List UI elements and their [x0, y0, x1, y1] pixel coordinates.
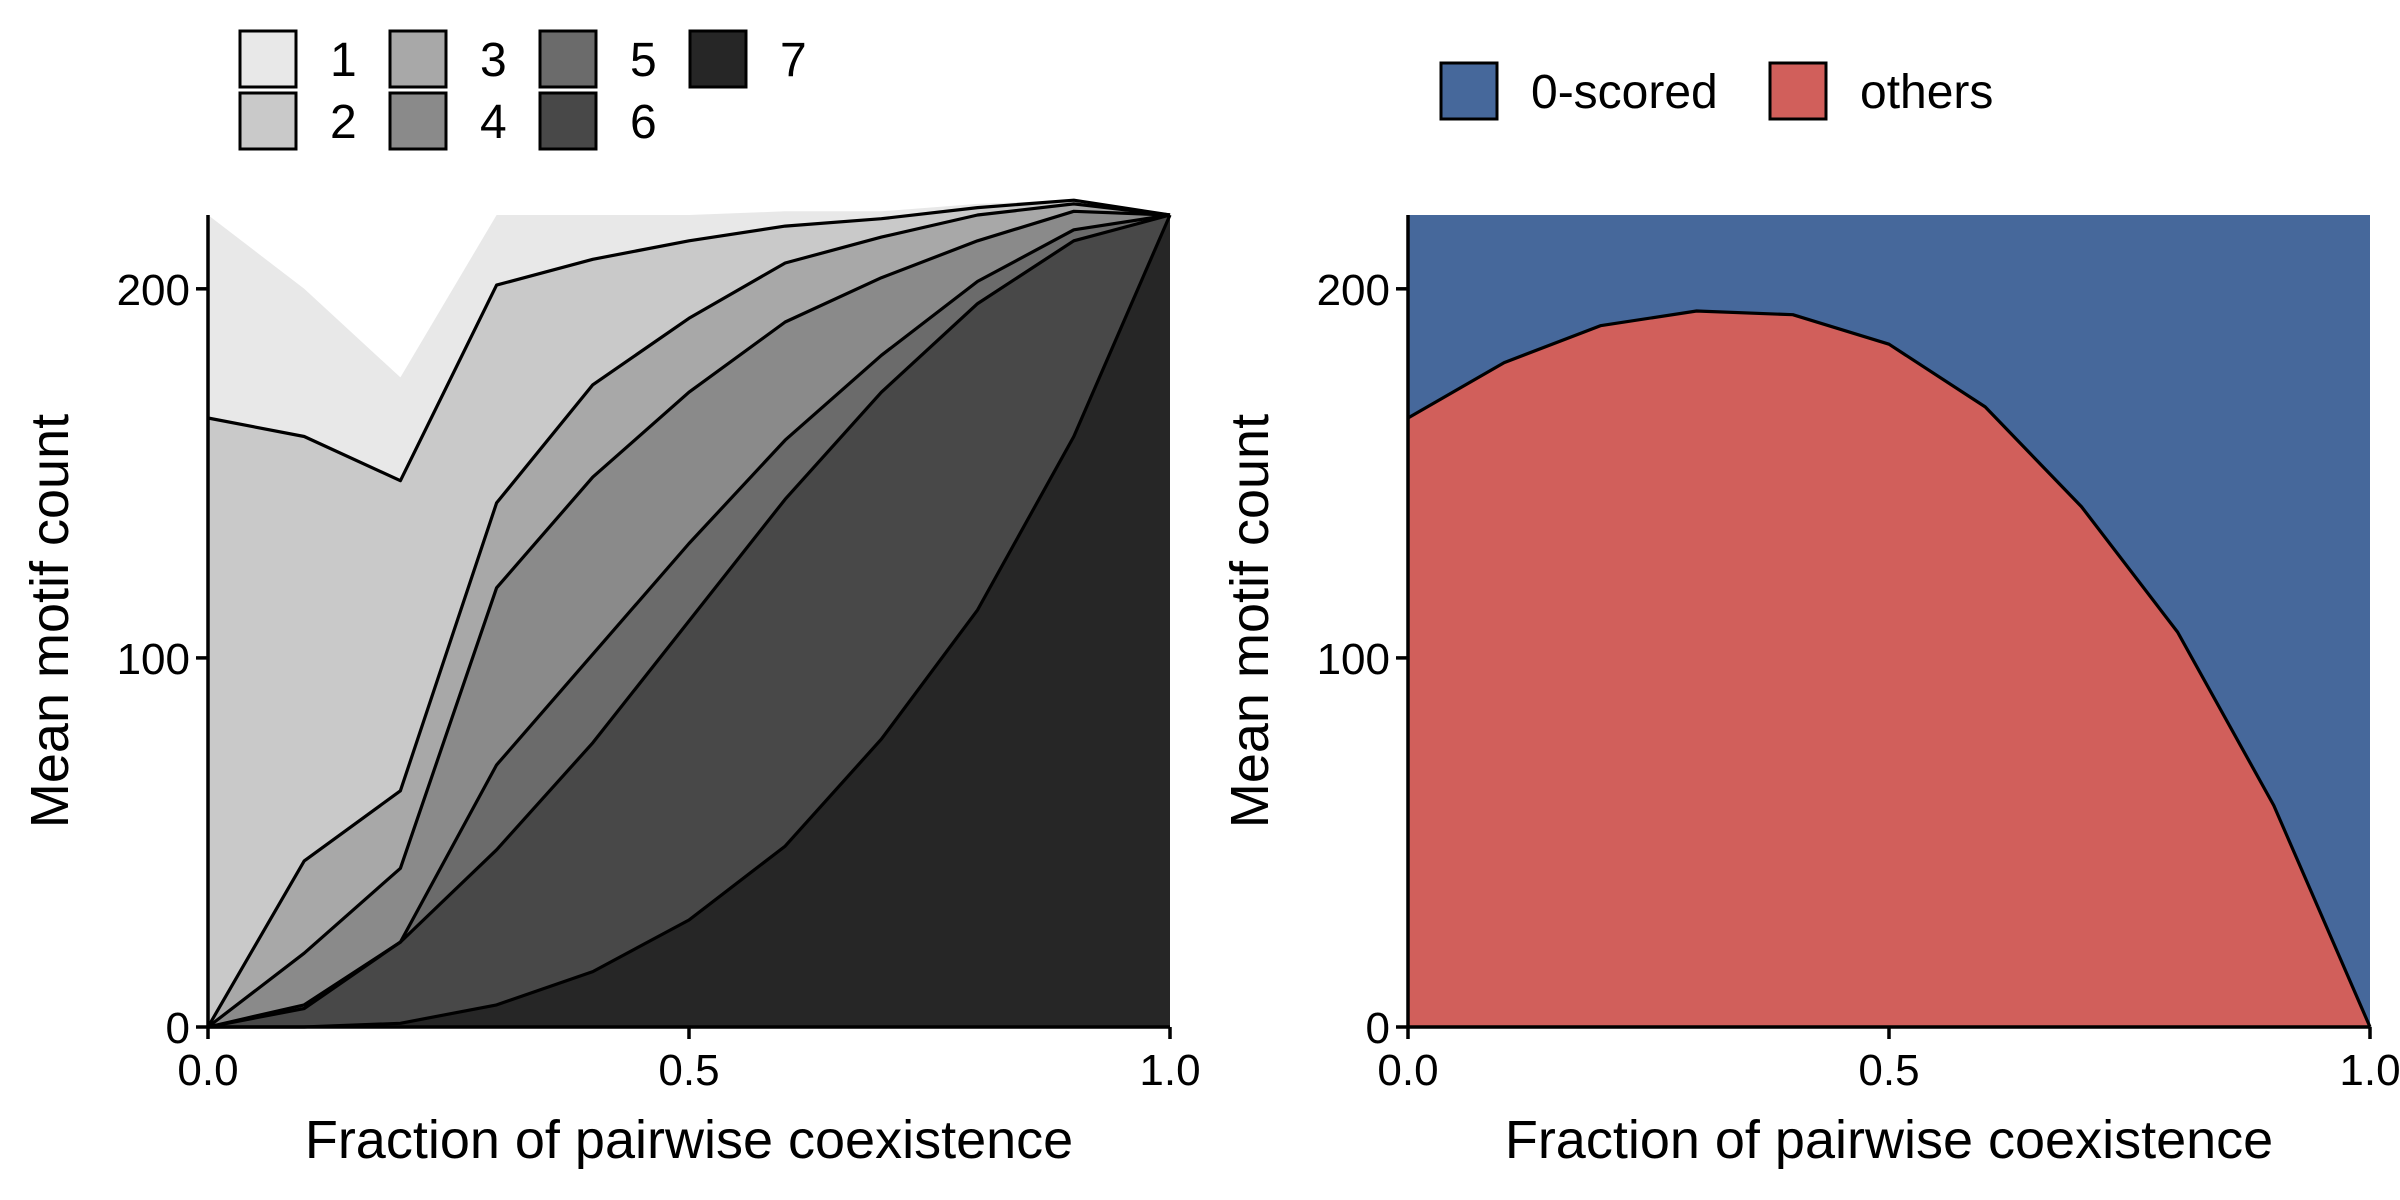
x-tick-label: 1.0 — [2339, 1046, 2400, 1095]
series-boundary-line-2 — [207, 198, 1171, 483]
motif-size-stacked-area-plot — [196, 198, 1172, 1039]
zero-scored-panel: 0-scored others 0.0 0.5 1.0 Fraction of p… — [1220, 61, 2400, 1170]
legend-swatch-4 — [388, 91, 448, 151]
motif-size-legend: 1 2 3 4 5 6 7 — [238, 29, 807, 151]
area-series-2 — [208, 200, 1170, 1027]
x-axis-right: 0.0 0.5 1.0 Fraction of pairwise coexist… — [1377, 1046, 2400, 1170]
legend-swatch-1 — [238, 29, 298, 89]
legend-label-6: 6 — [630, 96, 657, 149]
legend-label-2: 2 — [330, 96, 357, 149]
legend-label-4: 4 — [480, 96, 507, 149]
area-series-7 — [208, 215, 1170, 1027]
x-tick-label: 0.0 — [1377, 1046, 1438, 1095]
area-series-others — [1408, 311, 2370, 1027]
y-axis-title: Mean motif count — [20, 414, 80, 828]
x-tick-label: 0.5 — [658, 1046, 719, 1095]
legend-label-0-scored: 0-scored — [1531, 66, 1718, 119]
legend-label-5: 5 — [630, 34, 657, 87]
series-boundary-line-7 — [208, 214, 1172, 1029]
y-axis-left: 0 100 200 Mean motif count — [20, 266, 190, 1053]
y-tick-label: 200 — [1317, 266, 1390, 315]
legend-swatch-others — [1768, 61, 1828, 121]
x-tick-label: 1.0 — [1139, 1046, 1200, 1095]
y-axis-title: Mean motif count — [1220, 414, 1280, 828]
area-series-3 — [208, 203, 1170, 1027]
series-boundary-line-3 — [206, 202, 1171, 1028]
motif-size-panel: 1 2 3 4 5 6 7 0.0 0.5 1.0 Fraction of pairwise… — [20, 29, 1201, 1170]
x-axis-title: Fraction of pairwise coexistence — [305, 1110, 1073, 1170]
legend-swatch-5 — [538, 29, 598, 89]
legend-swatch-6 — [538, 91, 598, 151]
series-boundary-line-4 — [207, 209, 1171, 1029]
legend-label-others: others — [1860, 66, 1993, 119]
legend-label-7: 7 — [780, 34, 807, 87]
y-tick-label: 100 — [117, 635, 190, 684]
y-tick-label: 0 — [1366, 1004, 1390, 1053]
area-series-0-scored — [1408, 215, 2370, 1027]
y-tick-label: 200 — [117, 266, 190, 315]
x-tick-label: 0.0 — [177, 1046, 238, 1095]
legend-swatch-7 — [688, 29, 748, 89]
x-axis-title: Fraction of pairwise coexistence — [1505, 1110, 2273, 1170]
y-tick-label: 100 — [1317, 635, 1390, 684]
area-series-4 — [208, 211, 1170, 1028]
zero-scored-legend: 0-scored others — [1439, 61, 1993, 121]
legend-swatch-3 — [388, 29, 448, 89]
y-tick-label: 0 — [166, 1004, 190, 1053]
x-axis-left: 0.0 0.5 1.0 Fraction of pairwise coexist… — [177, 1046, 1200, 1170]
legend-swatch-2 — [238, 91, 298, 151]
zero-scored-stacked-area-plot — [1396, 215, 2372, 1039]
y-axis-right: 0 100 200 Mean motif count — [1220, 266, 1390, 1053]
x-tick-label: 0.5 — [1858, 1046, 1919, 1095]
series-boundary-line-others — [1407, 309, 2372, 1028]
legend-label-3: 3 — [480, 34, 507, 87]
legend-label-1: 1 — [330, 34, 357, 87]
legend-swatch-0-scored — [1439, 61, 1499, 121]
series-boundary-line-5 — [207, 213, 1171, 1029]
